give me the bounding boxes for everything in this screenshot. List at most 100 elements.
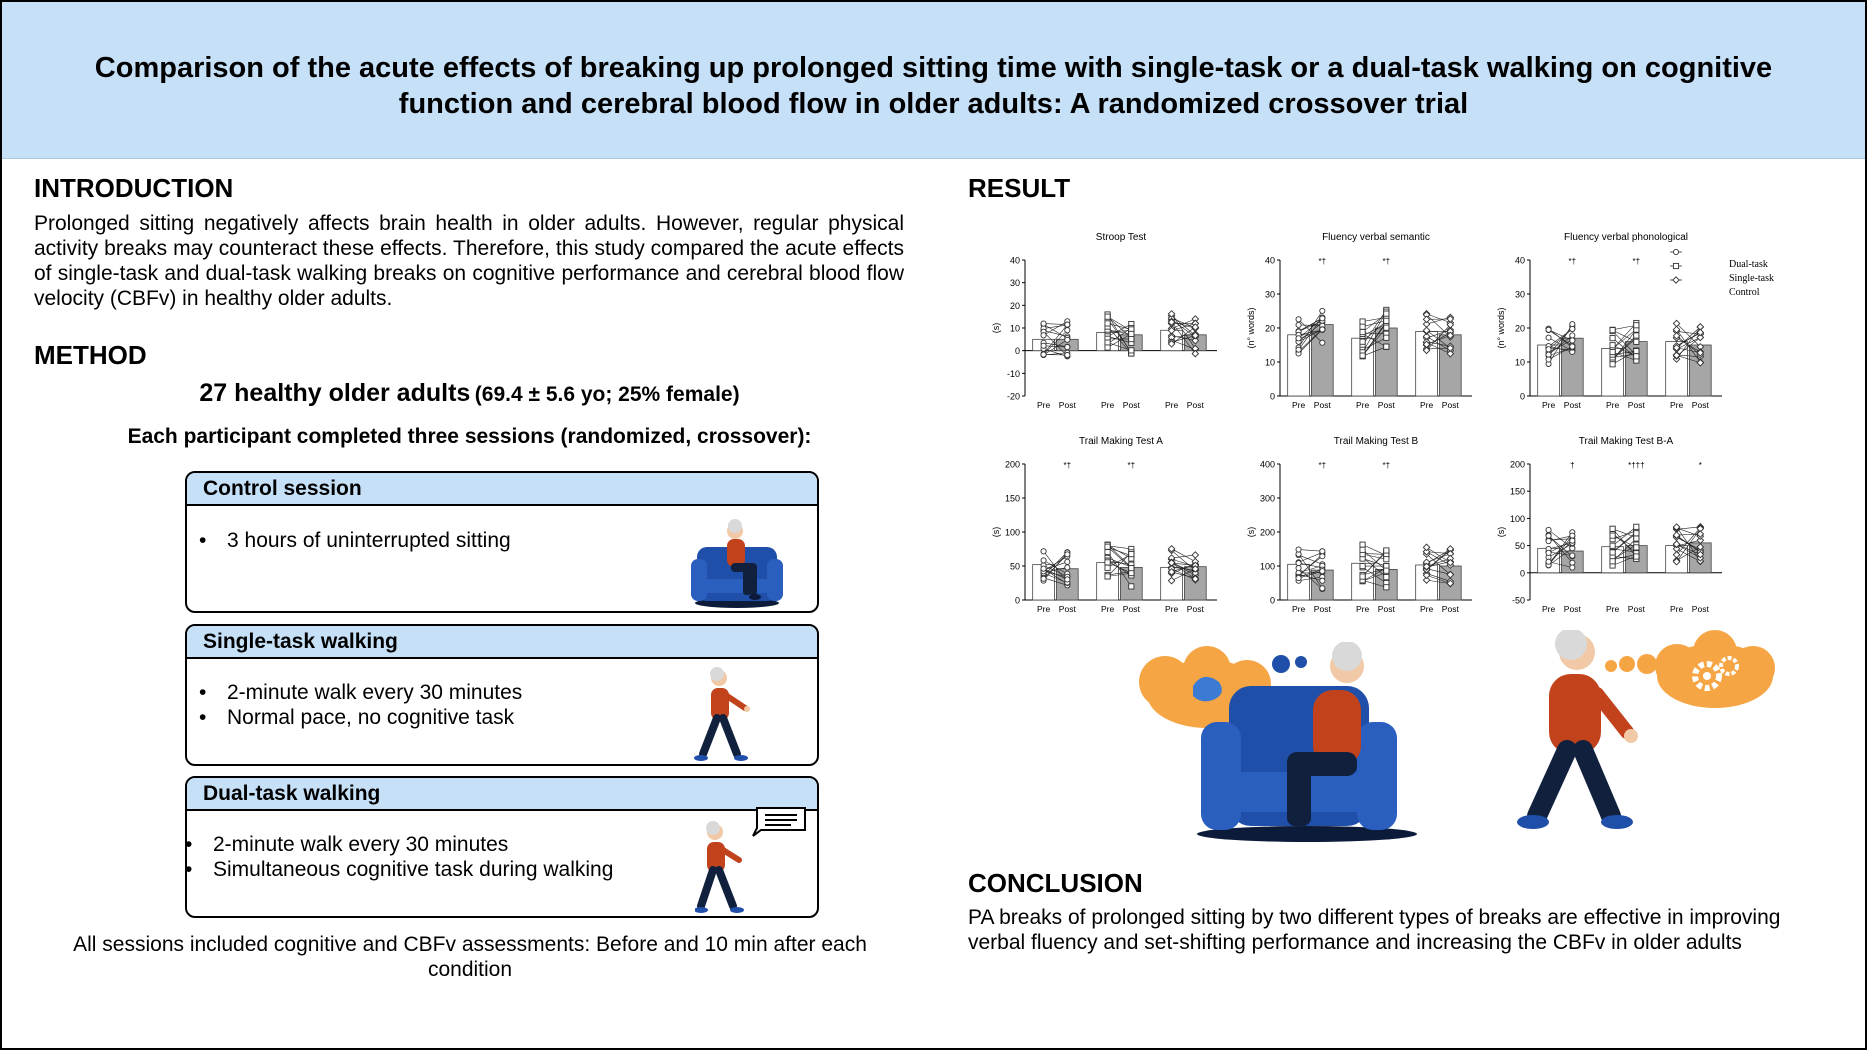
x-tick-label: Post — [1059, 400, 1077, 410]
data-point — [1383, 556, 1390, 563]
y-tick-label: 300 — [1260, 494, 1275, 504]
participant-line — [1298, 553, 1323, 589]
participant-line — [1362, 333, 1387, 347]
y-tick-label: 200 — [1005, 460, 1020, 470]
data-point — [1609, 558, 1616, 565]
x-tick-label: Pre — [1670, 604, 1684, 614]
data-point — [1167, 326, 1176, 335]
participant-line — [1612, 533, 1637, 553]
participant-line — [1362, 550, 1387, 577]
participant-line — [1676, 355, 1701, 364]
participant-line — [1362, 313, 1387, 333]
y-tick-label: 400 — [1260, 460, 1275, 470]
data-point — [1696, 328, 1705, 337]
participant-line — [1107, 545, 1132, 550]
data-point — [1609, 549, 1616, 556]
data-point — [1545, 346, 1552, 353]
dual-task-walking-icon — [695, 821, 744, 913]
y-tick-label: 200 — [1260, 528, 1275, 538]
participant-line — [1676, 347, 1701, 354]
data-point — [1569, 537, 1576, 544]
significance-label: *† — [1569, 257, 1577, 266]
participant-line — [1362, 320, 1387, 342]
chart-2: Fluency verbal semantic 40 30 20 10 0 (n° word… — [1246, 232, 1472, 410]
participant-line — [1676, 543, 1701, 555]
y-axis-label: (s) — [991, 323, 1001, 334]
chart-4: Trail Making Test A 200 150 100 50 0 (s) Pre Pos… — [991, 436, 1217, 614]
participant-line — [1676, 544, 1701, 559]
data-point — [1422, 571, 1431, 580]
participant-line — [1171, 548, 1196, 562]
data-point — [1319, 339, 1326, 346]
x-tick-label: Pre — [1670, 400, 1684, 410]
participant-line — [1676, 526, 1701, 530]
participant-line — [1676, 527, 1701, 555]
x-tick-label: Pre — [1420, 604, 1434, 614]
assessment-footnote: All sessions included cognitive and CBFv… — [73, 933, 867, 981]
participant-line — [1298, 552, 1323, 563]
data-point — [1446, 320, 1455, 329]
participant-line — [1171, 339, 1196, 350]
participant-line — [1676, 332, 1701, 347]
sitting-person-icon — [691, 519, 783, 608]
participant-line — [1548, 535, 1573, 566]
data-point — [1633, 523, 1640, 530]
data-point — [1040, 565, 1047, 572]
participant-line — [1362, 332, 1387, 335]
brain-icon — [1193, 676, 1222, 702]
chart-title: Stroop Test — [1096, 232, 1147, 243]
participant-line — [1676, 548, 1701, 562]
data-point — [1446, 331, 1455, 340]
participant-line — [1548, 529, 1573, 549]
participant-line — [1426, 574, 1451, 584]
participant-line — [1426, 551, 1451, 566]
data-point — [1104, 548, 1111, 556]
participant-line — [1107, 333, 1132, 348]
y-tick-label: -50 — [1512, 596, 1525, 606]
participant-line — [1043, 561, 1068, 571]
participant-line — [1298, 569, 1323, 578]
y-tick-label: 20 — [1010, 301, 1020, 311]
participant-line — [1548, 561, 1573, 568]
data-point — [1104, 559, 1111, 566]
legend-label: Single-task — [1729, 273, 1774, 284]
data-point — [1295, 564, 1302, 572]
data-point — [1569, 337, 1576, 344]
data-point — [1609, 532, 1616, 539]
participant-line — [1676, 331, 1701, 335]
participant-lines-control — [1422, 543, 1455, 588]
data-point — [1064, 336, 1071, 343]
participant-line — [1612, 531, 1637, 553]
data-point — [1633, 332, 1640, 339]
data-point — [1191, 349, 1200, 358]
participant-line — [1362, 544, 1387, 556]
participant-line — [1171, 321, 1196, 354]
y-tick-label: 100 — [1510, 514, 1525, 524]
participant-line — [1426, 347, 1451, 350]
data-point — [1064, 351, 1071, 359]
participant-line — [1298, 573, 1323, 582]
data-point — [1672, 557, 1681, 566]
data-point — [1545, 532, 1552, 539]
chart-3: Fluency verbal phonological 40 30 20 10 0 (n° … — [1496, 232, 1722, 410]
data-point — [1128, 570, 1135, 577]
data-point — [1422, 340, 1431, 349]
participant-line — [1043, 331, 1068, 357]
participant-line — [1171, 313, 1196, 349]
data-point — [1569, 332, 1576, 339]
data-point — [1104, 344, 1111, 351]
data-point — [1696, 333, 1705, 342]
data-point — [1128, 336, 1135, 343]
participant-line — [1043, 339, 1068, 356]
x-tick-label: Pre — [1420, 400, 1434, 410]
significance-label: *† — [1064, 461, 1072, 470]
x-tick-label: Pre — [1101, 400, 1115, 410]
y-tick-label: 10 — [1010, 324, 1020, 334]
data-point — [1319, 553, 1326, 560]
participant-line — [1548, 540, 1573, 554]
data-point — [1422, 326, 1431, 335]
participant-line — [1426, 313, 1451, 324]
participant-line — [1107, 572, 1132, 577]
x-tick-label: Pre — [1165, 400, 1179, 410]
dual-task-session-box: Dual-task walking 2-minute walk every 30… — [185, 776, 819, 918]
